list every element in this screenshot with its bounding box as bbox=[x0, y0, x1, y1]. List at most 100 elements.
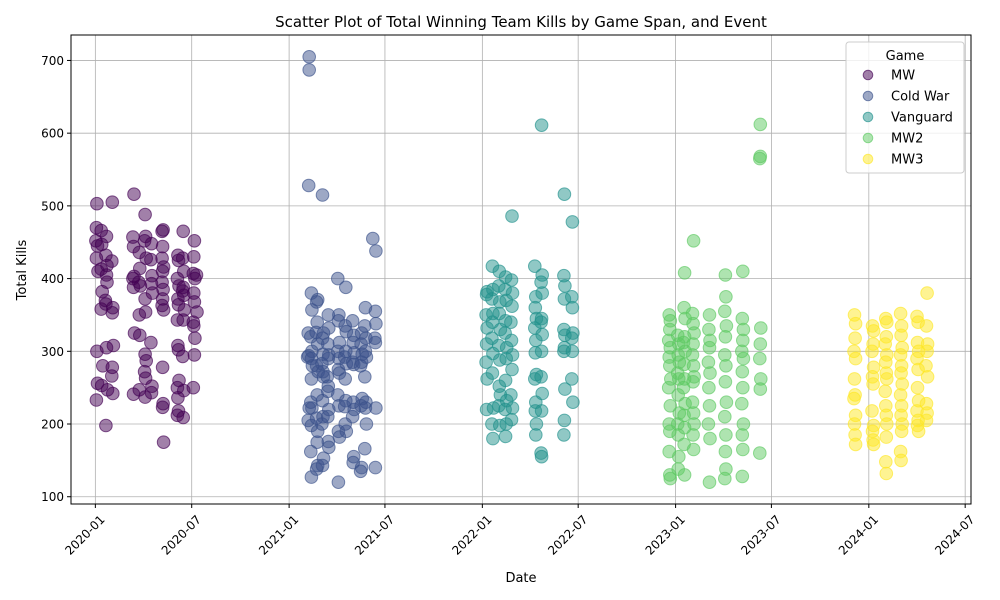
y-axis-label: Total Kills bbox=[15, 239, 30, 301]
data-point bbox=[686, 375, 700, 389]
data-point bbox=[144, 385, 159, 400]
data-point bbox=[719, 428, 733, 442]
data-point bbox=[661, 380, 676, 395]
data-point bbox=[302, 50, 317, 64]
data-point bbox=[865, 344, 879, 359]
y-tick-label: 100 bbox=[41, 490, 64, 504]
data-point bbox=[138, 207, 152, 222]
data-point bbox=[919, 319, 934, 333]
legend-label: Vanguard bbox=[891, 111, 953, 126]
data-point bbox=[880, 315, 894, 330]
data-point bbox=[736, 380, 750, 395]
data-point bbox=[880, 417, 894, 431]
data-point bbox=[672, 449, 686, 464]
data-point bbox=[504, 273, 519, 287]
data-point bbox=[894, 328, 908, 343]
data-point bbox=[176, 410, 190, 425]
y-tick-label: 600 bbox=[41, 127, 64, 141]
data-point bbox=[718, 330, 733, 344]
data-point bbox=[565, 344, 580, 359]
data-point bbox=[663, 471, 678, 486]
data-point bbox=[505, 299, 519, 314]
data-point bbox=[753, 337, 768, 351]
data-point bbox=[565, 215, 580, 229]
data-point bbox=[534, 315, 548, 330]
data-point bbox=[529, 428, 543, 442]
data-point bbox=[369, 244, 383, 258]
data-point bbox=[369, 401, 383, 415]
series-mw3 bbox=[847, 286, 935, 481]
data-point bbox=[719, 290, 733, 304]
data-point bbox=[702, 399, 717, 413]
data-point bbox=[735, 469, 750, 484]
legend-label: MW2 bbox=[891, 132, 923, 147]
data-point bbox=[188, 331, 202, 346]
plot-frame bbox=[70, 34, 972, 505]
data-point bbox=[878, 384, 893, 399]
data-point bbox=[703, 431, 717, 446]
data-point bbox=[345, 314, 360, 328]
data-point bbox=[105, 369, 119, 383]
data-point bbox=[848, 316, 863, 331]
data-point bbox=[345, 409, 360, 424]
data-point bbox=[310, 292, 325, 307]
data-point bbox=[331, 271, 345, 286]
y-tick-label: 700 bbox=[41, 54, 64, 68]
data-point bbox=[504, 412, 519, 427]
data-point bbox=[866, 437, 881, 452]
data-point bbox=[663, 399, 678, 413]
data-point bbox=[498, 373, 513, 388]
data-point bbox=[187, 348, 202, 362]
data-point bbox=[504, 333, 519, 348]
data-point bbox=[302, 63, 317, 77]
legend-title: Game bbox=[886, 49, 925, 64]
data-point bbox=[144, 236, 159, 251]
data-point bbox=[321, 409, 335, 424]
data-point bbox=[133, 279, 148, 293]
data-point bbox=[718, 409, 732, 424]
data-point bbox=[155, 360, 170, 375]
data-point bbox=[735, 396, 749, 411]
data-point bbox=[90, 196, 104, 211]
data-point bbox=[754, 321, 768, 335]
data-point bbox=[105, 254, 119, 268]
data-point bbox=[339, 280, 353, 295]
data-point bbox=[315, 458, 330, 473]
data-point bbox=[505, 401, 520, 415]
data-point bbox=[866, 324, 881, 338]
data-point bbox=[558, 279, 572, 293]
data-point bbox=[565, 331, 579, 346]
series-mw2 bbox=[661, 117, 768, 490]
data-point bbox=[920, 370, 935, 384]
data-point bbox=[175, 349, 190, 364]
data-point bbox=[535, 386, 550, 401]
data-point bbox=[534, 404, 549, 418]
data-point bbox=[368, 335, 383, 350]
data-point bbox=[894, 453, 908, 468]
data-point bbox=[368, 304, 383, 319]
data-point bbox=[848, 331, 862, 346]
data-point bbox=[880, 372, 894, 386]
data-point bbox=[865, 404, 879, 418]
data-point bbox=[848, 351, 863, 366]
data-point bbox=[486, 431, 500, 446]
data-point bbox=[735, 364, 750, 379]
data-point bbox=[703, 366, 717, 380]
data-point bbox=[186, 380, 201, 395]
data-point bbox=[498, 429, 513, 444]
data-points bbox=[89, 50, 935, 490]
data-point bbox=[322, 440, 336, 455]
data-point bbox=[736, 264, 750, 279]
data-point bbox=[189, 268, 204, 282]
data-point bbox=[686, 234, 701, 248]
chart-title: Scatter Plot of Total Winning Team Kills… bbox=[275, 13, 767, 31]
data-point bbox=[910, 380, 925, 395]
legend-label: MW3 bbox=[891, 153, 923, 168]
data-point bbox=[753, 117, 768, 132]
data-point bbox=[99, 229, 114, 244]
data-point bbox=[686, 428, 700, 442]
data-point bbox=[866, 377, 880, 391]
data-point bbox=[677, 266, 692, 280]
data-point bbox=[144, 252, 158, 267]
legend: Game MW Cold War Vanguard MW2 MW3 bbox=[845, 41, 965, 174]
